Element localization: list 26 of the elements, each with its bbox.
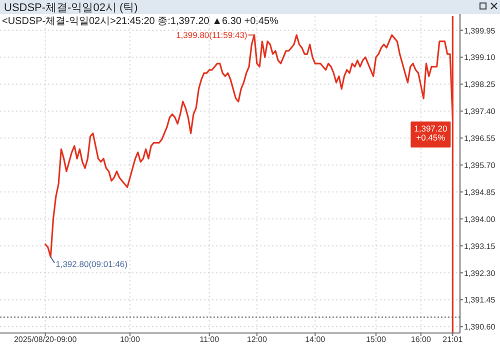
last-price-tag: 1,397.20 +0.45%: [410, 121, 451, 148]
y-tick-label: 1,392.30: [464, 268, 496, 278]
x-tick-label: 16:00: [410, 335, 432, 344]
x-tick-label: 15:00: [366, 335, 387, 344]
x-tick-label: 2025/08/20-09:00: [14, 335, 78, 344]
y-tick-label: 1,399.95: [464, 26, 496, 36]
annotation: 1,392.80(09:01:46): [56, 258, 128, 269]
y-tick-label: 1,394.85: [464, 188, 496, 197]
y-tick-label: 1,394.00: [464, 214, 496, 224]
y-tick-label: 1,395.70: [464, 160, 496, 170]
y-tick-label: 1,396.55: [464, 134, 496, 144]
annotation: 1,399.80(11:59:43): [176, 30, 248, 40]
y-tick-label: 1,391.45: [464, 296, 496, 305]
x-tick-label: 21:01: [442, 335, 464, 344]
y-tick-label: 1,398.25: [464, 80, 496, 90]
chart-title: USDSP-체결-익일02시 (틱): [4, 2, 138, 14]
x-tick-label: 14:00: [305, 335, 326, 344]
y-tick-label: 1,390.60: [464, 322, 496, 332]
y-tick-label: 1,393.15: [464, 242, 496, 251]
annotation: 1,397.20 +0.45%: [414, 123, 448, 142]
x-tick-label: 11:00: [200, 335, 220, 344]
x-tick-label: 12:00: [246, 335, 268, 344]
x-tick-label: 10:00: [120, 335, 141, 344]
y-tick-label: 1,397.40: [464, 107, 496, 116]
y-tick-label: 1,399.10: [464, 53, 496, 62]
chart-subtitle: <USDSP-체결-익일02시>21:45:20 종:1,397.20 ▲6.30 +0.45%: [2, 16, 279, 27]
